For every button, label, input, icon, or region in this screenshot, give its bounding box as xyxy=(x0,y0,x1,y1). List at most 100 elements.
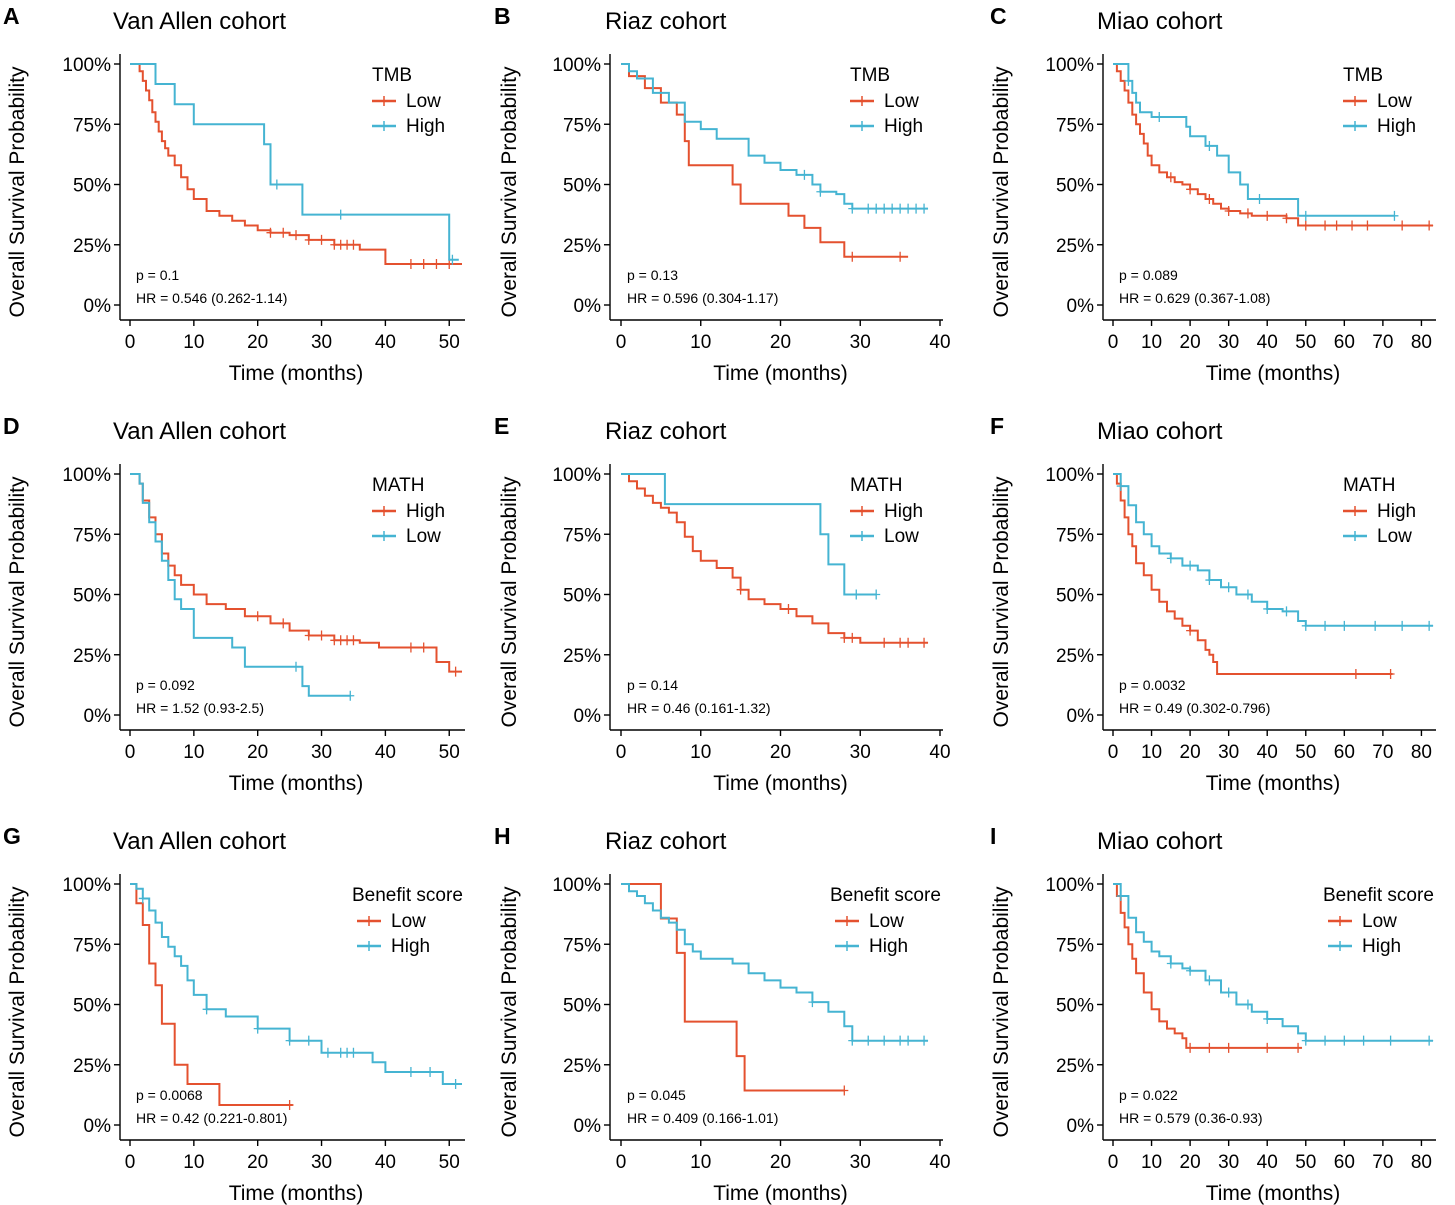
censor-mark xyxy=(1116,891,1125,902)
legend-label: Low xyxy=(884,91,919,112)
hazard-ratio: HR = 0.596 (0.304-1.17) xyxy=(627,290,778,306)
p-value: p = 0.089 xyxy=(1119,267,1178,283)
x-tick-label: 30 xyxy=(850,1152,871,1173)
censor-mark xyxy=(848,1035,857,1046)
x-tick-label: 70 xyxy=(1372,332,1393,353)
censor-mark xyxy=(872,589,881,600)
y-tick-label: 75% xyxy=(563,115,601,136)
p-value: p = 0.0068 xyxy=(136,1087,203,1103)
panel-a: A Van Allen cohort 0% 25% 50% 75% 100% 0 10 20 30 4… xyxy=(3,3,465,385)
x-tick-label: 60 xyxy=(1334,742,1355,763)
censor-mark xyxy=(872,203,881,214)
legend-title: MATH xyxy=(1343,475,1395,496)
legend-title: MATH xyxy=(850,475,902,496)
panel-label: D xyxy=(3,413,20,439)
legend-label: High xyxy=(884,116,923,137)
censor-mark xyxy=(1166,553,1175,564)
y-tick-label: 75% xyxy=(563,525,601,546)
hazard-ratio: HR = 0.46 (0.161-1.32) xyxy=(627,700,771,716)
x-tick-label: 80 xyxy=(1411,1152,1432,1173)
p-value: p = 0.1 xyxy=(136,267,179,283)
y-axis-label: Overall Survival Probability xyxy=(498,66,521,317)
censor-mark xyxy=(272,179,281,190)
y-tick-label: 0% xyxy=(84,1116,112,1137)
censor-mark xyxy=(451,1079,460,1090)
x-tick-label: 70 xyxy=(1372,1152,1393,1173)
censor-mark xyxy=(784,603,793,614)
censor-mark xyxy=(1321,220,1330,231)
censor-mark xyxy=(279,227,288,238)
p-value: p = 0.0032 xyxy=(1119,677,1186,693)
y-tick-label: 75% xyxy=(1056,115,1094,136)
legend-label: High xyxy=(869,936,908,957)
censor-mark xyxy=(1205,140,1214,151)
censor-mark xyxy=(304,234,313,245)
censor-mark xyxy=(800,169,809,180)
survival-curve-high xyxy=(621,473,928,644)
y-tick-label: 100% xyxy=(62,55,111,76)
censor-mark xyxy=(1321,620,1330,631)
x-tick-label: 10 xyxy=(183,742,204,763)
y-tick-label: 25% xyxy=(73,646,111,667)
censor-mark xyxy=(317,234,326,245)
censor-mark xyxy=(1340,1035,1349,1046)
censor-mark xyxy=(816,186,825,197)
y-tick-label: 25% xyxy=(73,1056,111,1077)
censor-mark xyxy=(1124,75,1133,86)
panel-i: I Miao cohort 0% 25% 50% 75% 100% 0 10 20 30 40 50 60… xyxy=(990,823,1436,1205)
x-axis-label: Time (months) xyxy=(713,362,848,385)
x-tick-label: 20 xyxy=(770,332,791,353)
censor-mark xyxy=(336,209,345,220)
survival-curve-low xyxy=(1113,473,1433,627)
censor-mark xyxy=(406,642,415,653)
legend-title: MATH xyxy=(372,475,424,496)
censor-mark xyxy=(1425,620,1434,631)
x-tick-label: 50 xyxy=(1295,742,1316,763)
censor-mark xyxy=(419,642,428,653)
panel-title: Riaz cohort xyxy=(605,418,727,445)
y-tick-label: 25% xyxy=(563,236,601,257)
panel-g: G Van Allen cohort 0% 25% 50% 75% 100% 0 10 20 30 4… xyxy=(3,823,465,1205)
y-tick-label: 25% xyxy=(563,646,601,667)
censor-mark xyxy=(1301,220,1310,231)
legend-title: TMB xyxy=(1343,65,1383,86)
censor-mark xyxy=(1386,1035,1395,1046)
censor-mark xyxy=(317,630,326,641)
y-axis-label: Overall Survival Probability xyxy=(6,476,29,727)
x-tick-label: 10 xyxy=(183,1152,204,1173)
censor-mark xyxy=(1294,1042,1303,1053)
panel-label: G xyxy=(3,823,21,849)
y-tick-label: 0% xyxy=(1067,1116,1095,1137)
x-tick-label: 10 xyxy=(183,332,204,353)
y-tick-label: 50% xyxy=(73,996,111,1017)
legend-label: Low xyxy=(406,526,441,547)
x-tick-label: 10 xyxy=(1141,332,1162,353)
x-tick-label: 20 xyxy=(247,742,268,763)
x-tick-label: 40 xyxy=(929,742,950,763)
x-axis-label: Time (months) xyxy=(1206,362,1341,385)
censor-mark xyxy=(1186,560,1195,571)
x-tick-label: 40 xyxy=(375,1152,396,1173)
censor-mark xyxy=(1166,958,1175,969)
censor-mark xyxy=(1186,184,1195,195)
y-tick-label: 100% xyxy=(1045,55,1094,76)
x-tick-label: 50 xyxy=(1295,1152,1316,1173)
censor-mark xyxy=(1263,1042,1272,1053)
x-tick-label: 40 xyxy=(1257,742,1278,763)
legend-title: TMB xyxy=(372,65,412,86)
hazard-ratio: HR = 0.42 (0.221-0.801) xyxy=(136,1110,287,1126)
panel-label: C xyxy=(990,3,1007,29)
y-tick-label: 50% xyxy=(73,586,111,607)
panel-title: Van Allen cohort xyxy=(113,8,286,35)
censor-mark xyxy=(432,259,441,270)
x-tick-label: 20 xyxy=(247,1152,268,1173)
survival-curve-high xyxy=(1113,63,1395,217)
x-axis-label: Time (months) xyxy=(713,1182,848,1205)
censor-mark xyxy=(202,1004,211,1015)
hazard-ratio: HR = 0.409 (0.166-1.01) xyxy=(627,1110,778,1126)
censor-mark xyxy=(1425,1035,1434,1046)
legend-label: Low xyxy=(1377,91,1412,112)
censor-mark xyxy=(864,1035,873,1046)
censor-mark xyxy=(1263,603,1272,614)
censor-mark xyxy=(349,635,358,646)
